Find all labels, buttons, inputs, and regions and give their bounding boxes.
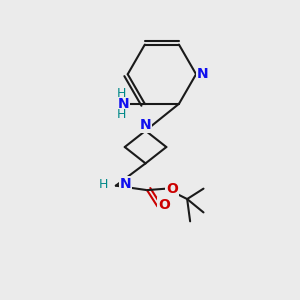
- Text: H: H: [99, 178, 108, 191]
- Text: H: H: [117, 87, 127, 100]
- Text: N: N: [119, 177, 131, 191]
- Text: N: N: [140, 118, 152, 132]
- Text: O: O: [158, 198, 170, 212]
- Text: H: H: [117, 108, 127, 121]
- Text: N: N: [118, 97, 129, 111]
- Text: N: N: [197, 67, 208, 81]
- Text: O: O: [167, 182, 178, 196]
